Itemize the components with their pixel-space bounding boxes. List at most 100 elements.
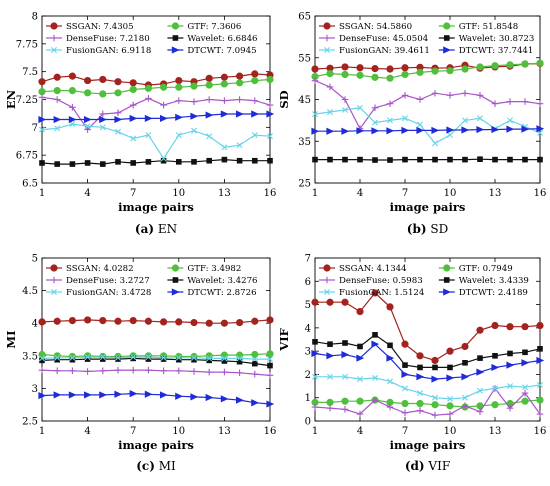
data-point [462,117,468,124]
legend-label: DTCWT: 2.8726 [187,288,256,298]
data-point [114,109,122,117]
data-point [38,366,46,374]
data-point [190,393,199,401]
data-point [236,318,244,327]
data-point [401,70,409,79]
legend-label: DTCWT: 37.7441 [459,46,534,56]
data-point [266,110,275,118]
data-point [38,115,47,124]
data-point [446,67,454,75]
data-point [206,157,212,164]
data-point [506,323,514,331]
legend-label: DenseFuse: 45.0504 [339,34,429,44]
data-point [99,75,107,84]
data-point [114,115,123,124]
data-point [537,381,543,388]
legend-label: FusionGAN: 39.4611 [339,46,430,56]
data-point [100,161,106,167]
data-point [491,321,499,330]
series-6 [38,390,275,408]
data-point [536,59,544,67]
legend-label: Wavelet: 6.6846 [187,34,257,44]
data-point [99,115,107,124]
x-axis-label: image pairs [118,200,194,214]
data-point [160,101,167,109]
data-point [506,404,514,412]
data-point [446,402,454,410]
data-point [205,81,213,89]
data-point [401,409,409,417]
data-point [69,103,76,111]
x-tick-label: 13 [218,426,231,437]
y-tick-label: 3 [32,384,38,395]
panel-caption: (a) EN [135,222,177,236]
data-point [145,366,152,374]
data-point [267,133,273,140]
data-point [176,159,182,165]
legend-item: GTF: 0.7949 [438,264,513,274]
data-point [53,367,61,375]
data-point [431,375,440,383]
data-point [356,410,364,418]
data-point [99,124,106,131]
data-point [491,125,500,134]
data-point [342,340,348,346]
data-point [371,65,379,73]
y-axis-label: EN [4,89,18,109]
data-point [416,373,425,381]
data-point [175,132,182,139]
x-tick-label: 16 [534,188,547,199]
data-point [99,90,107,98]
data-point [251,97,259,104]
data-point [462,359,468,366]
data-point [522,156,528,163]
data-point [99,316,107,325]
data-point [537,156,543,163]
data-point [386,65,394,73]
x-tick-label: 16 [534,426,547,437]
series-line [41,158,270,165]
data-point [160,114,168,123]
x-tick-label: 7 [402,188,408,199]
series-3 [311,385,544,419]
data-point [84,160,91,166]
data-point [221,358,228,364]
data-point [39,357,45,364]
y-tick-label: 6.75 [16,151,38,162]
legend-label: DenseFuse: 0.5983 [339,276,423,286]
data-point [130,135,137,142]
x-tick-label: 13 [489,426,502,437]
data-point [521,98,529,105]
data-point [54,125,61,132]
series-5 [312,104,543,147]
legend-label: SSGAN: 54.5860 [339,22,412,32]
data-point [190,368,198,375]
data-point [220,110,229,118]
data-point [221,144,228,151]
y-tick-label: 45 [298,95,311,106]
data-point [220,319,228,327]
data-point [326,127,335,135]
data-point [341,298,349,306]
data-point [99,391,107,399]
panel-caption: (d) VIF [405,459,450,473]
data-point [416,407,424,414]
legend-label: FusionGAN: 6.9118 [66,46,151,56]
data-point [129,366,137,374]
data-point [386,303,394,311]
legend: SSGAN: 54.5860 GTF: 51.8548 DenseFuse: 45.… [319,22,534,56]
data-point [115,356,121,362]
y-tick-label: 7 [305,254,311,265]
data-point [175,83,183,91]
data-point [371,396,379,404]
legend-label: DTCWT: 2.4189 [459,288,528,298]
data-point [491,363,500,372]
data-point [54,356,60,363]
data-point [447,156,453,163]
data-point [326,352,335,360]
data-point [236,142,243,149]
x-tick-label: 1 [312,426,318,437]
legend-item: SSGAN: 54.5860 [319,22,412,32]
data-point [221,97,228,104]
data-point [160,354,167,361]
